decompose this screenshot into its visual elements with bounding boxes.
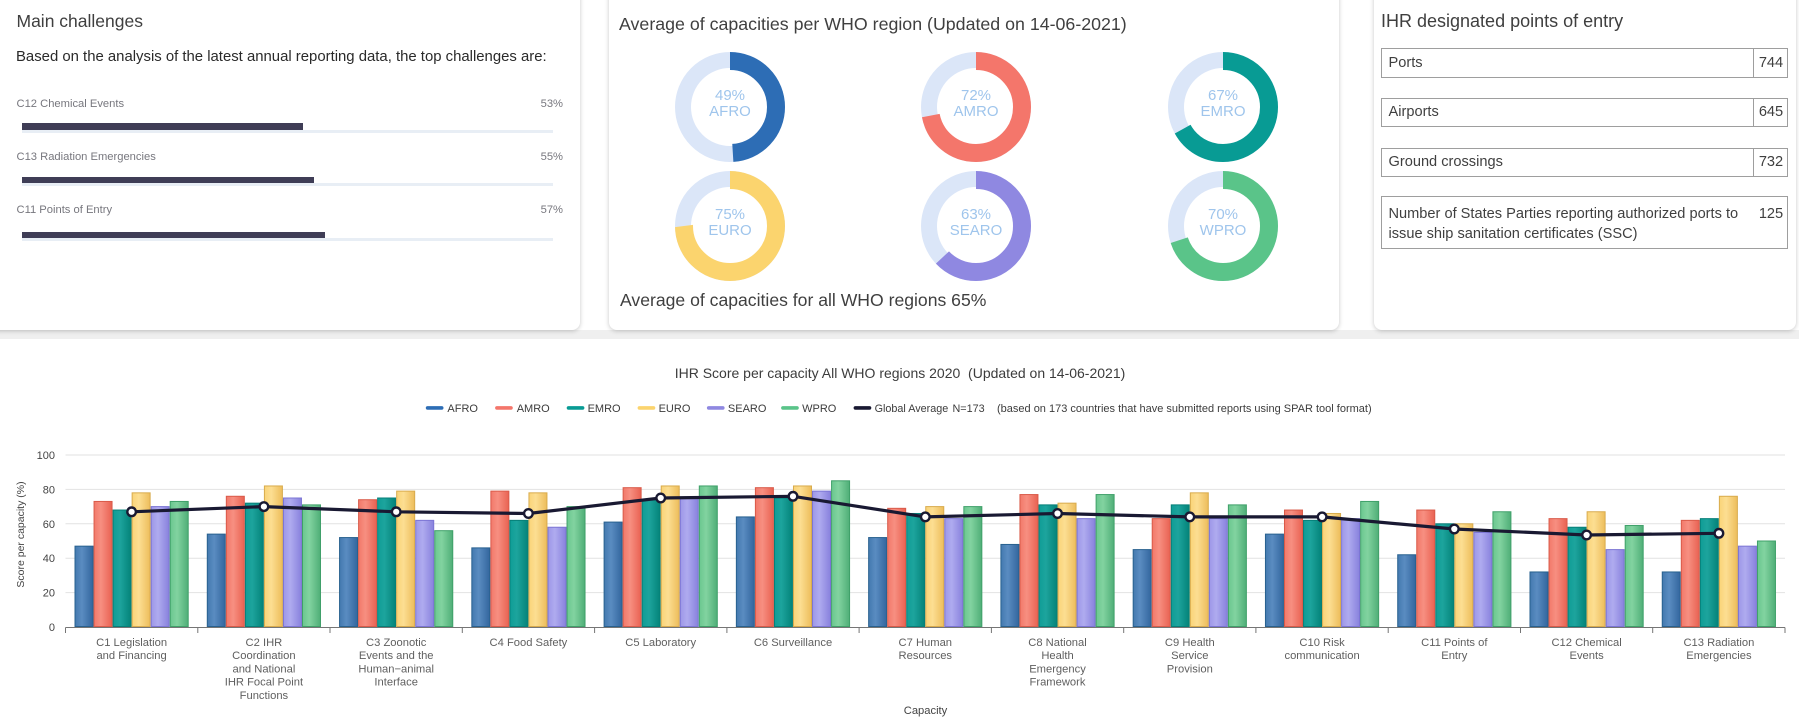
svg-text:AMRO: AMRO bbox=[517, 403, 550, 415]
svg-text:(based on 173 countries that h: (based on 173 countries that have submit… bbox=[997, 403, 1372, 415]
svg-text:Score per capacity (%): Score per capacity (%) bbox=[15, 481, 27, 587]
svg-text:20: 20 bbox=[43, 588, 55, 600]
svg-text:Global Average: Global Average bbox=[875, 403, 949, 415]
svg-text:EURO: EURO bbox=[659, 403, 691, 415]
svg-text:WPRO: WPRO bbox=[802, 403, 837, 415]
svg-text:C6 Surveillance: C6 Surveillance bbox=[754, 637, 832, 649]
svg-text:C5 Laboratory: C5 Laboratory bbox=[625, 637, 696, 649]
svg-text:80: 80 bbox=[43, 484, 55, 496]
svg-text:100: 100 bbox=[37, 450, 55, 462]
svg-text:Capacity: Capacity bbox=[904, 705, 948, 717]
svg-text:IHR Score per capacity All WHO: IHR Score per capacity All WHO regions 2… bbox=[675, 365, 1126, 381]
svg-text:EMRO: EMRO bbox=[588, 403, 621, 415]
svg-text:AFRO: AFRO bbox=[447, 403, 478, 415]
svg-text:40: 40 bbox=[43, 553, 55, 565]
svg-text:60: 60 bbox=[43, 519, 55, 531]
svg-text:0: 0 bbox=[49, 622, 55, 634]
svg-text:SEARO: SEARO bbox=[728, 403, 767, 415]
svg-text:N=173: N=173 bbox=[953, 403, 985, 415]
svg-text:C4 Food Safety: C4 Food Safety bbox=[490, 637, 568, 649]
